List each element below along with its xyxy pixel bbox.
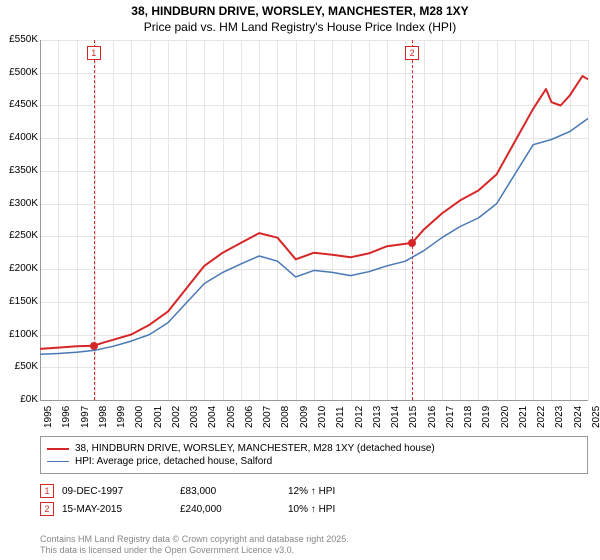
sale-row-price: £83,000 (180, 486, 280, 497)
chart-container: 38, HINDBURN DRIVE, WORSLEY, MANCHESTER,… (0, 0, 600, 560)
y-tick-label: £350K (0, 165, 38, 176)
sale-row-delta: 12% ↑ HPI (288, 486, 408, 497)
legend-swatch (47, 461, 69, 462)
y-tick-label: £500K (0, 67, 38, 78)
gridline-v (588, 40, 589, 400)
sale-rows: 1 09-DEC-1997 £83,000 12% ↑ HPI 2 15-MAY-2015… (40, 480, 588, 520)
y-tick-label: £200K (0, 263, 38, 274)
legend-swatch (47, 448, 69, 450)
series-svg (40, 40, 588, 400)
sale-row-delta: 10% ↑ HPI (288, 504, 408, 515)
y-tick-label: £150K (0, 296, 38, 307)
legend-item: HPI: Average price, detached house, Salf… (47, 456, 581, 467)
legend-label: 38, HINDBURN DRIVE, WORSLEY, MANCHESTER,… (75, 443, 435, 454)
sale-row-marker: 2 (40, 502, 54, 516)
copyright-line2: This data is licensed under the Open Gov… (40, 545, 349, 556)
sale-row-marker: 1 (40, 484, 54, 498)
y-tick-label: £50K (0, 361, 38, 372)
series-line (40, 76, 588, 349)
series-line (40, 119, 588, 355)
y-tick-label: £450K (0, 99, 38, 110)
y-tick-label: £100K (0, 329, 38, 340)
y-tick-label: £300K (0, 198, 38, 209)
sale-row: 1 09-DEC-1997 £83,000 12% ↑ HPI (40, 484, 588, 498)
y-tick-label: £400K (0, 132, 38, 143)
chart-title-line2: Price paid vs. HM Land Registry's House … (0, 20, 600, 36)
copyright-line1: Contains HM Land Registry data © Crown c… (40, 534, 349, 545)
plot-area: £0K£50K£100K£150K£200K£250K£300K£350K£40… (40, 40, 588, 400)
y-tick-label: £250K (0, 230, 38, 241)
legend-label: HPI: Average price, detached house, Salf… (75, 456, 272, 467)
copyright-text: Contains HM Land Registry data © Crown c… (40, 534, 349, 556)
x-axis (40, 400, 588, 401)
sale-row-date: 09-DEC-1997 (62, 486, 172, 497)
chart-title-line1: 38, HINDBURN DRIVE, WORSLEY, MANCHESTER,… (0, 0, 600, 20)
sale-row: 2 15-MAY-2015 £240,000 10% ↑ HPI (40, 502, 588, 516)
y-tick-label: £550K (0, 34, 38, 45)
legend-item: 38, HINDBURN DRIVE, WORSLEY, MANCHESTER,… (47, 443, 581, 454)
sale-row-price: £240,000 (180, 504, 280, 515)
y-tick-label: £0K (0, 394, 38, 405)
legend: 38, HINDBURN DRIVE, WORSLEY, MANCHESTER,… (40, 436, 588, 474)
sale-row-date: 15-MAY-2015 (62, 504, 172, 515)
